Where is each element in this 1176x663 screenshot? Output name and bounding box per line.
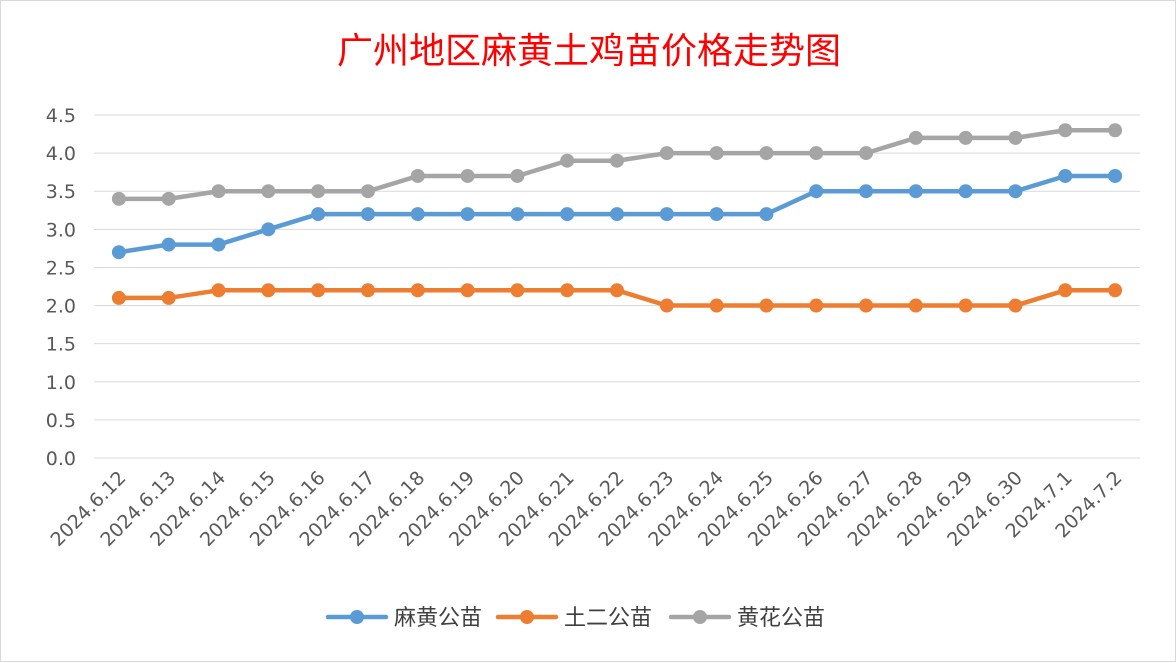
series-layer — [111, 123, 1123, 313]
data-point — [1108, 168, 1123, 183]
data-point — [410, 283, 425, 298]
y-tick-label: 1.0 — [46, 372, 76, 394]
data-point — [859, 184, 874, 199]
data-point — [360, 207, 375, 222]
y-tick-label: 3.5 — [46, 181, 76, 203]
data-point — [1058, 168, 1073, 183]
series-1 — [111, 283, 1123, 313]
y-tick-label: 3.0 — [46, 219, 76, 241]
data-point — [111, 290, 126, 305]
data-point — [510, 168, 525, 183]
data-point — [859, 146, 874, 161]
data-point — [709, 207, 724, 222]
data-point — [410, 168, 425, 183]
data-point — [1058, 283, 1073, 298]
data-point — [659, 146, 674, 161]
data-point — [809, 146, 824, 161]
legend-marker — [693, 610, 707, 624]
legend-item: 黄花公苗 — [668, 606, 825, 631]
data-point — [211, 283, 226, 298]
y-tick-label: 4.5 — [46, 105, 76, 127]
chart-title: 广州地区麻黄土鸡苗价格走势图 — [337, 31, 841, 72]
y-tick-label: 4.0 — [46, 143, 76, 165]
data-point — [261, 222, 276, 237]
data-point — [958, 130, 973, 145]
y-tick-label: 0.5 — [46, 410, 76, 432]
series-2 — [111, 123, 1123, 206]
y-tick-label: 1.5 — [46, 334, 76, 356]
data-point — [958, 298, 973, 313]
data-point — [261, 283, 276, 298]
y-tick-label: 2.0 — [46, 296, 76, 318]
data-point — [908, 130, 923, 145]
data-point — [410, 207, 425, 222]
data-point — [759, 298, 774, 313]
data-point — [311, 184, 326, 199]
data-point — [659, 207, 674, 222]
data-point — [560, 283, 575, 298]
data-point — [759, 146, 774, 161]
data-point — [560, 153, 575, 168]
data-point — [510, 207, 525, 222]
series-0 — [111, 168, 1123, 260]
data-point — [908, 298, 923, 313]
data-point — [111, 245, 126, 260]
data-point — [161, 290, 176, 305]
legend-marker — [520, 610, 534, 624]
data-point — [560, 207, 575, 222]
data-point — [1108, 283, 1123, 298]
legend-item: 麻黄公苗 — [325, 606, 482, 631]
x-axis-ticks: 2024.6.122024.6.132024.6.142024.6.152024… — [47, 467, 1127, 551]
data-point — [709, 146, 724, 161]
data-point — [809, 184, 824, 199]
data-point — [1008, 130, 1023, 145]
data-point — [1058, 123, 1073, 138]
y-axis-ticks: 0.0 0.5 1.0 1.5 2.0 2.5 3.0 3.5 4.0 4.5 — [46, 105, 76, 470]
legend-label: 土二公苗 — [564, 606, 652, 631]
data-point — [610, 283, 624, 298]
data-point — [360, 283, 375, 298]
data-point — [261, 184, 276, 199]
data-point — [311, 283, 326, 298]
y-tick-label: 2.5 — [46, 257, 76, 279]
data-point — [311, 207, 326, 222]
data-point — [709, 298, 724, 313]
data-point — [610, 153, 624, 168]
data-point — [908, 184, 923, 199]
legend-marker — [350, 610, 364, 624]
data-point — [211, 237, 226, 252]
data-point — [759, 207, 774, 222]
data-point — [161, 237, 176, 252]
data-point — [610, 207, 624, 222]
legend-label: 麻黄公苗 — [394, 606, 482, 631]
data-point — [510, 283, 525, 298]
data-point — [1008, 184, 1023, 199]
data-point — [360, 184, 375, 199]
data-point — [161, 191, 176, 206]
data-point — [111, 191, 126, 206]
data-point — [1008, 298, 1023, 313]
data-point — [809, 298, 824, 313]
legend-label: 黄花公苗 — [737, 606, 825, 631]
data-point — [211, 184, 226, 199]
data-point — [659, 298, 674, 313]
data-point — [859, 298, 874, 313]
data-point — [1108, 123, 1123, 138]
data-point — [460, 168, 475, 183]
legend: 麻黄公苗 土二公苗 黄花公苗 — [325, 606, 825, 631]
data-point — [460, 207, 475, 222]
data-point — [460, 283, 475, 298]
y-tick-label: 0.0 — [46, 448, 76, 470]
legend-item: 土二公苗 — [495, 606, 652, 631]
data-point — [958, 184, 973, 199]
